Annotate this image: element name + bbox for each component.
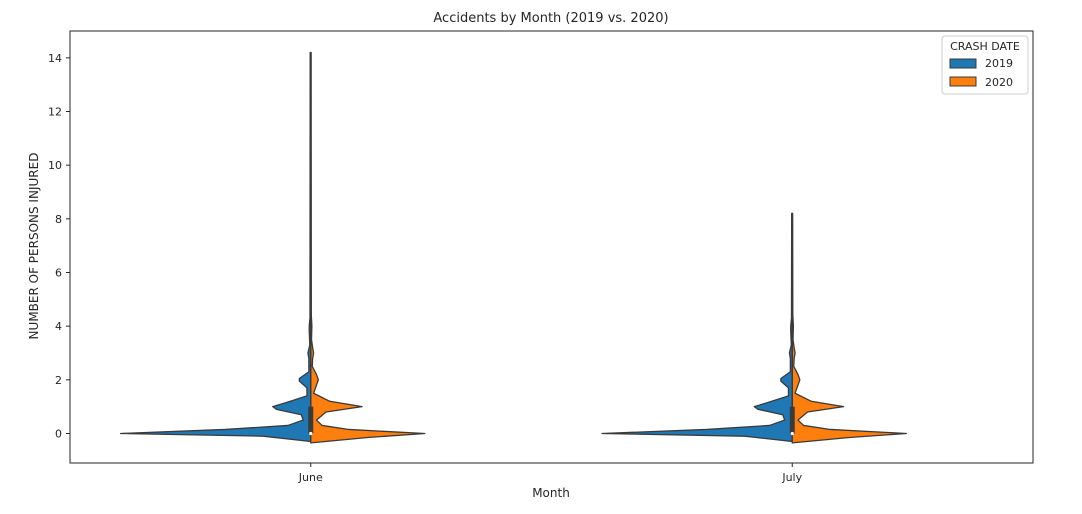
legend-label-2019: 2019 <box>985 57 1013 70</box>
y-axis-title: NUMBER OF PERSONS INJURED <box>27 153 41 340</box>
plot-frame <box>69 30 1034 464</box>
y-tick-label: 10 <box>48 159 62 172</box>
y-tick-label: 0 <box>55 427 62 440</box>
plot-area <box>119 51 908 444</box>
x-tick-label-june: June <box>298 471 323 484</box>
y-tick-label: 14 <box>48 52 62 65</box>
y-tick-label: 8 <box>55 213 62 226</box>
x-axis-title: Month <box>532 486 570 500</box>
legend-label-2020: 2020 <box>985 76 1013 89</box>
violin-july-2019 <box>601 212 793 443</box>
violin-june-2019 <box>119 51 312 443</box>
legend-swatch-2020 <box>949 76 977 87</box>
x-axis: June July <box>298 463 803 484</box>
legend-title: CRASH DATE <box>950 40 1020 53</box>
y-tick-label: 4 <box>55 320 62 333</box>
violin-median-july <box>790 431 794 436</box>
violin-july-2020 <box>791 212 908 444</box>
y-axis: 0 2 4 6 8 10 12 14 <box>48 52 70 440</box>
y-tick-label: 2 <box>55 374 62 387</box>
y-tick-label: 6 <box>55 266 62 279</box>
violin-iqr-box-june <box>308 406 314 434</box>
legend-swatch-2019 <box>949 58 977 69</box>
x-tick-label-july: July <box>781 471 802 484</box>
y-tick-label: 12 <box>48 105 62 118</box>
violin-iqr-box-july <box>789 406 795 434</box>
legend: CRASH DATE 2019 2020 <box>941 35 1029 95</box>
violin-median-june <box>309 431 313 436</box>
violin-june-2020 <box>310 51 426 444</box>
chart-title: Accidents by Month (2019 vs. 2020) <box>433 11 668 26</box>
